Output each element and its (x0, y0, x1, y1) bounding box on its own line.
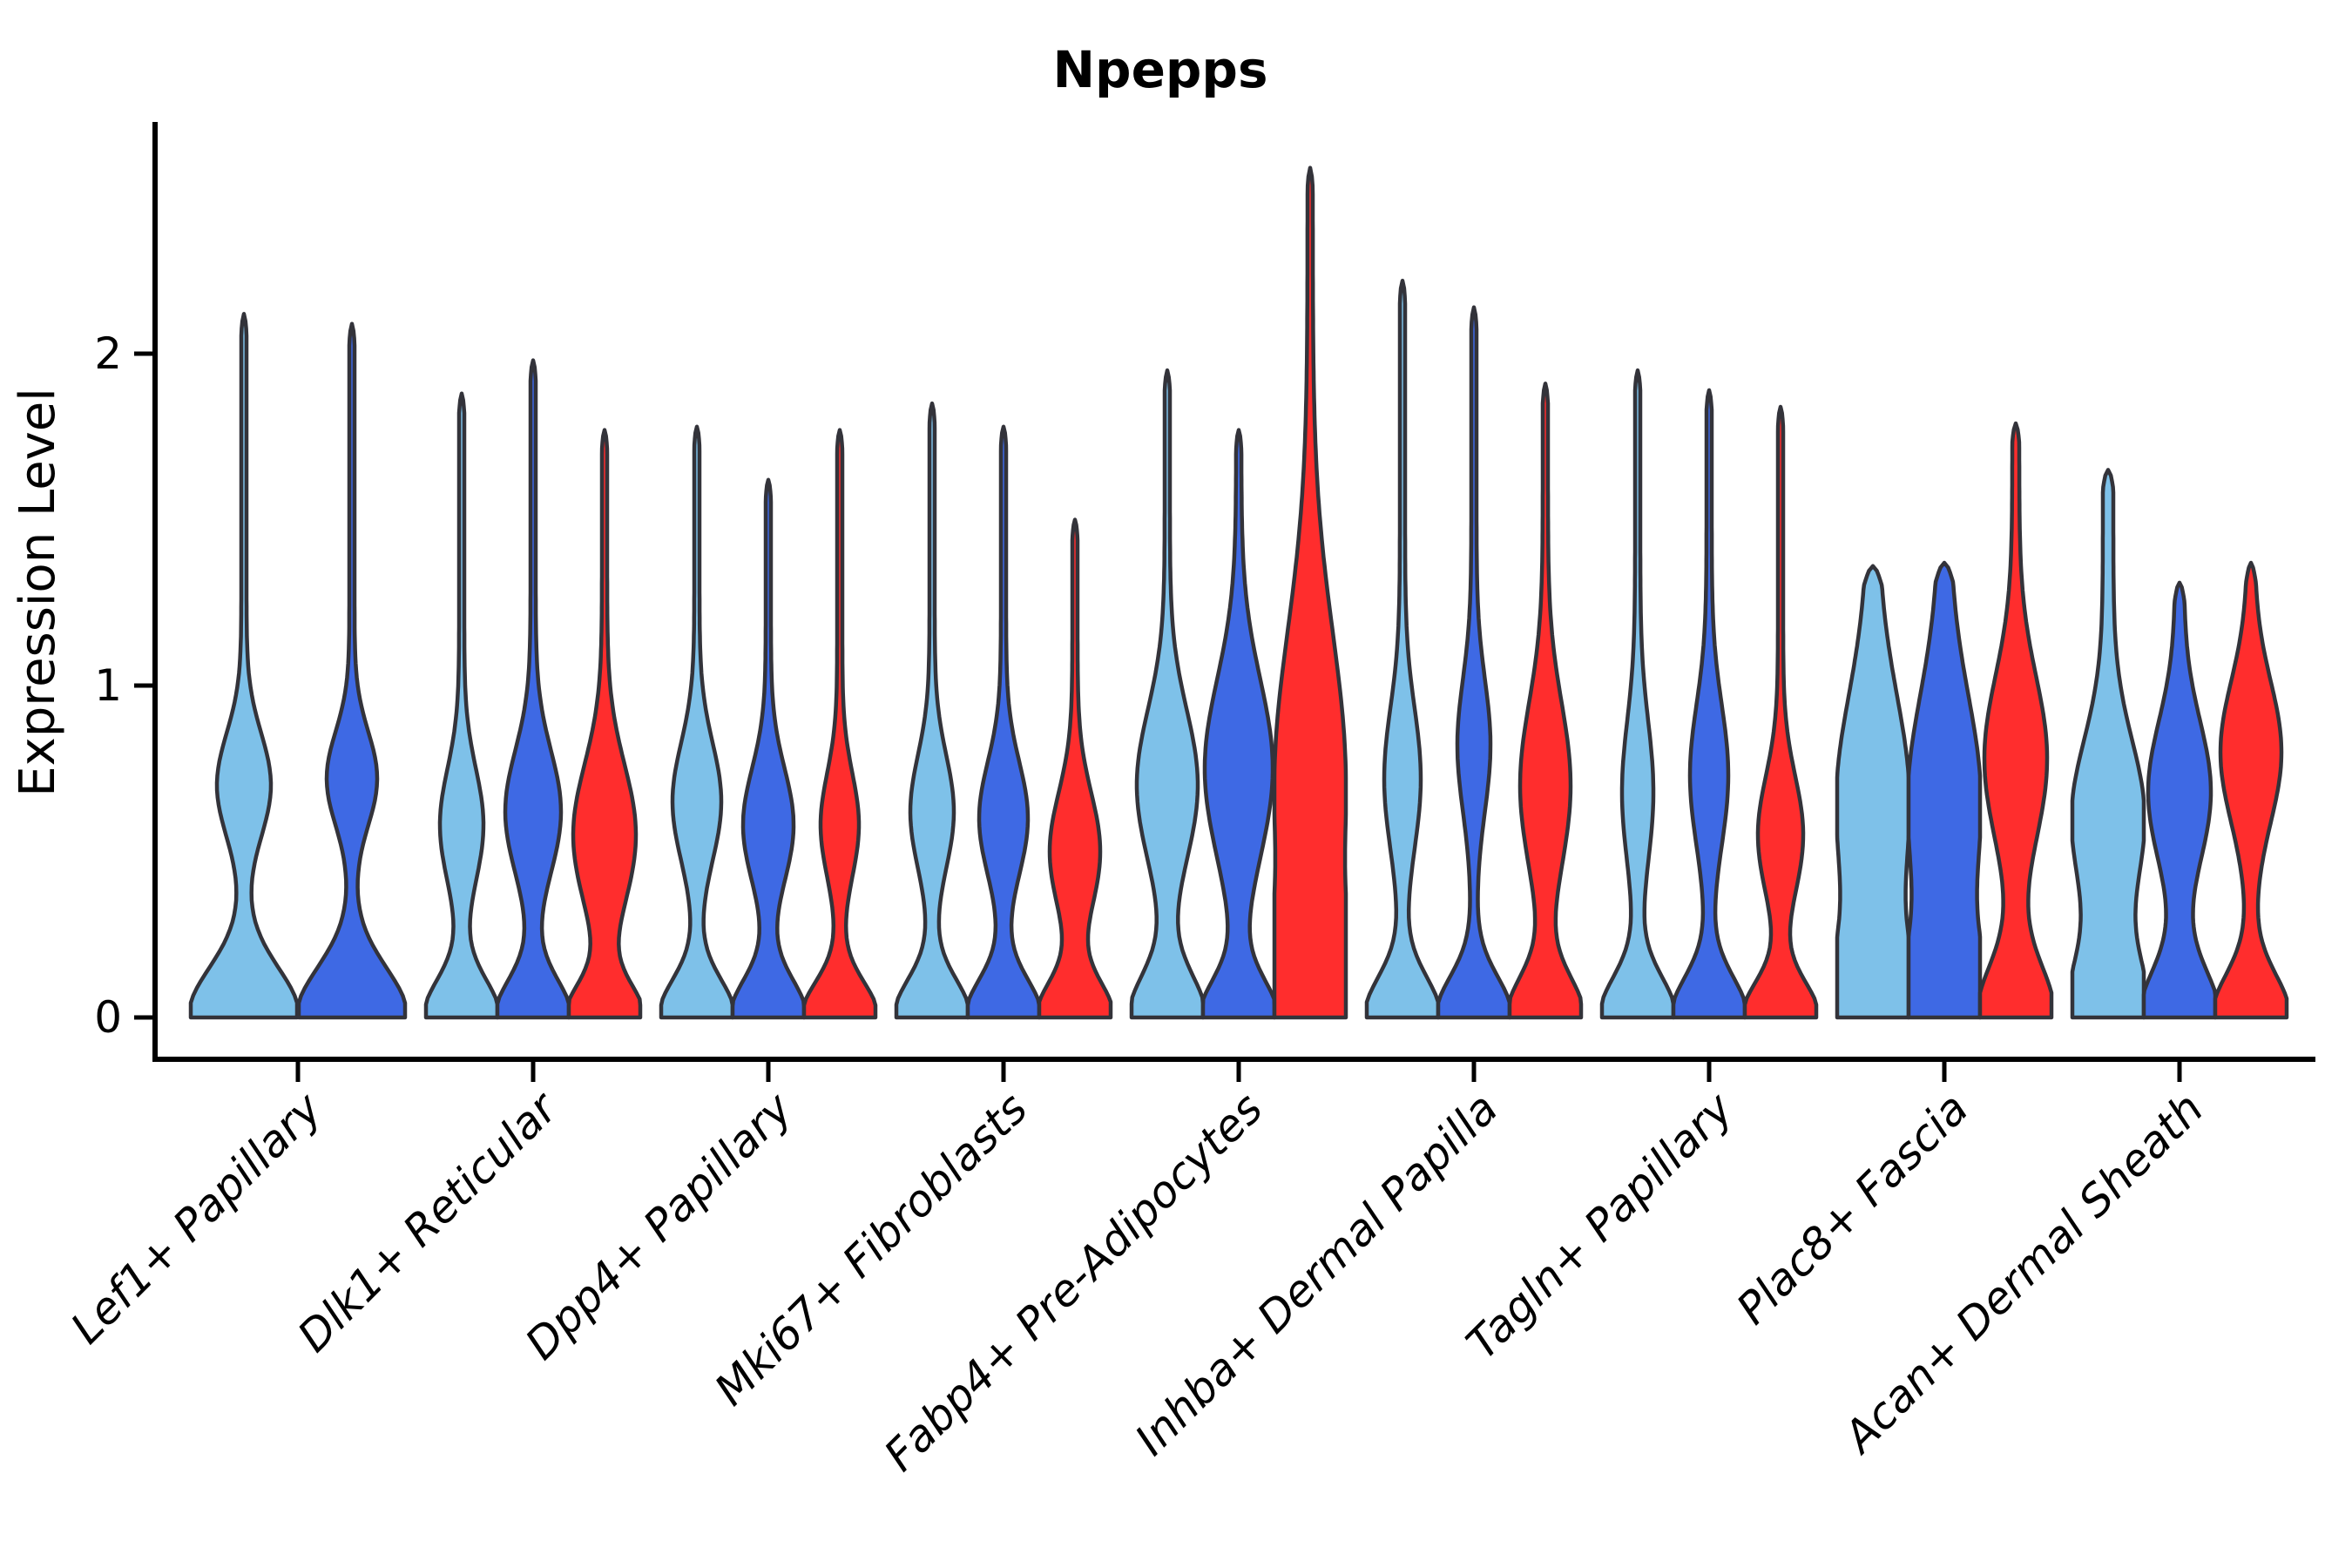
y-tick-label: 0 (94, 992, 122, 1043)
violin-group (1364, 278, 1584, 1020)
x-tick-label: Fabp4+ Pre-Adipocytes (875, 1083, 1273, 1481)
violin-group (1129, 166, 1348, 1020)
violin-red (1037, 517, 1113, 1020)
violins-layer (188, 166, 2289, 1020)
violin-dark-blue (1671, 388, 1747, 1020)
x-tick-label: Lef1+ Papillary (61, 1082, 332, 1353)
violin-light-blue (659, 424, 735, 1020)
violin-dark-blue (965, 424, 1042, 1020)
violin-light-blue (894, 401, 970, 1020)
violin-red (1507, 382, 1584, 1020)
chart-title: Npepps (1053, 40, 1268, 99)
violin-red (1272, 166, 1348, 1020)
violin-dark-blue (296, 321, 408, 1020)
violin-dark-blue (730, 477, 807, 1020)
violin-light-blue (423, 391, 500, 1020)
violin-group (188, 312, 408, 1020)
violin-dark-blue (495, 358, 571, 1020)
violin-red (566, 428, 643, 1020)
violin-red (1977, 421, 2054, 1020)
violin-red (801, 428, 878, 1020)
violin-light-blue (188, 312, 300, 1020)
x-tick-label: Dlk1+ Reticular (288, 1081, 569, 1362)
y-axis-label: Expression Level (10, 388, 66, 797)
violin-dark-blue (2141, 580, 2218, 1020)
violin-dark-blue (1436, 305, 1512, 1020)
violin-red (1742, 404, 1819, 1020)
violin-dark-blue (1200, 428, 1277, 1020)
violin-light-blue (2070, 468, 2146, 1020)
violin-group (659, 424, 878, 1020)
violin-group (894, 401, 1113, 1020)
violin-group (2070, 468, 2289, 1020)
violin-group (1835, 421, 2054, 1020)
y-tick-label: 2 (94, 328, 122, 379)
violin-light-blue (1129, 368, 1206, 1020)
x-tick-label: Plac8+ Fascia (1727, 1083, 1978, 1334)
violin-group (423, 358, 643, 1020)
y-tick-label: 1 (94, 660, 122, 711)
violin-dark-blue (1906, 560, 1983, 1020)
violin-light-blue (1599, 368, 1676, 1020)
violin-group (1599, 368, 1819, 1020)
violin-light-blue (1835, 564, 1911, 1020)
violin-light-blue (1364, 278, 1441, 1020)
violin-red (2213, 560, 2289, 1020)
